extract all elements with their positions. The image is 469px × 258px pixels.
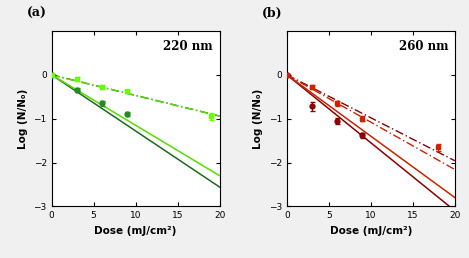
Text: 260 nm: 260 nm: [399, 40, 448, 53]
Text: 220 nm: 220 nm: [163, 40, 213, 53]
Text: (a): (a): [26, 7, 46, 20]
Y-axis label: Log (N/N₀): Log (N/N₀): [253, 88, 263, 149]
X-axis label: Dose (mJ/cm²): Dose (mJ/cm²): [94, 226, 177, 236]
X-axis label: Dose (mJ/cm²): Dose (mJ/cm²): [330, 226, 412, 236]
Text: (b): (b): [262, 7, 282, 20]
Y-axis label: Log (N/N₀): Log (N/N₀): [18, 88, 28, 149]
